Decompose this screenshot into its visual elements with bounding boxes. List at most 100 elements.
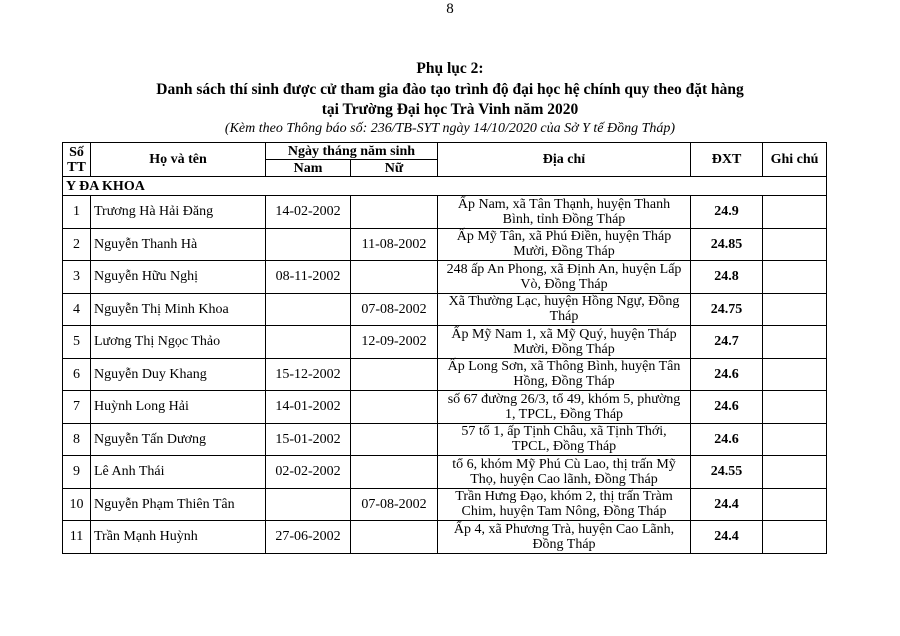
appendix-title: Phụ lục 2: bbox=[416, 60, 484, 77]
document-title-line2: tại Trường Đại học Trà Vinh năm 2020 bbox=[321, 101, 579, 118]
cell-dxt: 24.7 bbox=[690, 325, 763, 359]
cell-name: Lương Thị Ngọc Thảo bbox=[90, 325, 266, 359]
cell-name: Nguyễn Tấn Dương bbox=[90, 422, 266, 456]
cell-dob-female: 07-08-2002 bbox=[350, 292, 438, 326]
cell-address: Ấp Nam, xã Tân Thạnh, huyện Thanh Bình, … bbox=[437, 195, 691, 229]
cell-note bbox=[762, 390, 827, 424]
cell-stt: 11 bbox=[62, 520, 91, 554]
cell-note bbox=[762, 325, 827, 359]
cell-dob-male: 27-06-2002 bbox=[265, 520, 351, 554]
header-note: Ghi chú bbox=[762, 142, 827, 177]
cell-address: Xã Thường Lạc, huyện Hồng Ngự, Đồng Tháp bbox=[437, 292, 691, 326]
cell-address: Trần Hưng Đạo, khóm 2, thị trấn Tràm Chi… bbox=[437, 487, 691, 521]
cell-stt: 10 bbox=[62, 487, 91, 521]
cell-dob-female bbox=[350, 455, 438, 489]
cell-name: Nguyễn Duy Khang bbox=[90, 357, 266, 391]
cell-dob-male: 14-02-2002 bbox=[265, 195, 351, 229]
header-dxt: ĐXT bbox=[690, 142, 763, 177]
cell-dxt: 24.75 bbox=[690, 292, 763, 326]
cell-dxt: 24.6 bbox=[690, 390, 763, 424]
table-row: 8 Nguyễn Tấn Dương 15-01-2002 57 tổ 1, ấp T… bbox=[62, 422, 827, 456]
cell-dob-male bbox=[265, 487, 351, 521]
cell-name: Nguyễn Thanh Hà bbox=[90, 227, 266, 261]
cell-name: Nguyễn Hữu Nghị bbox=[90, 260, 266, 294]
cell-dob-male: 02-02-2002 bbox=[265, 455, 351, 489]
table-row: 11 Trần Mạnh Huỳnh 27-06-2002 Ấp 4, xã Phươ… bbox=[62, 520, 827, 554]
cell-note bbox=[762, 227, 827, 261]
cell-dob-male: 15-12-2002 bbox=[265, 357, 351, 391]
cell-address: 248 ấp An Phong, xã Định An, huyện Lấp V… bbox=[437, 260, 691, 294]
cell-dxt: 24.4 bbox=[690, 487, 763, 521]
cell-dob-male: 08-11-2002 bbox=[265, 260, 351, 294]
cell-dxt: 24.55 bbox=[690, 455, 763, 489]
cell-stt: 8 bbox=[62, 422, 91, 456]
cell-name: Trương Hà Hải Đăng bbox=[90, 195, 266, 229]
cell-dxt: 24.6 bbox=[690, 422, 763, 456]
table-row: 4 Nguyễn Thị Minh Khoa 07-08-2002 Xã Thường… bbox=[62, 292, 827, 326]
table-row: 10 Nguyễn Phạm Thiên Tân 07-08-2002 Trần Hư… bbox=[62, 487, 827, 521]
cell-dob-female: 12-09-2002 bbox=[350, 325, 438, 359]
page-number: 8 bbox=[446, 1, 454, 17]
header-address: Địa chỉ bbox=[437, 142, 691, 177]
section-heading: Y ĐA KHOA bbox=[62, 176, 827, 196]
cell-stt: 2 bbox=[62, 227, 91, 261]
cell-address: Ấp Mỹ Nam 1, xã Mỹ Quý, huyện Tháp Mười,… bbox=[437, 325, 691, 359]
cell-dxt: 24.9 bbox=[690, 195, 763, 229]
cell-stt: 4 bbox=[62, 292, 91, 326]
cell-note bbox=[762, 422, 827, 456]
cell-stt: 1 bbox=[62, 195, 91, 229]
cell-dxt: 24.6 bbox=[690, 357, 763, 391]
cell-note bbox=[762, 292, 827, 326]
table-row: 9 Lê Anh Thái 02-02-2002 tổ 6, khóm Mỹ Phú … bbox=[62, 455, 827, 489]
cell-dob-male bbox=[265, 227, 351, 261]
cell-name: Trần Mạnh Huỳnh bbox=[90, 520, 266, 554]
cell-dxt: 24.85 bbox=[690, 227, 763, 261]
cell-stt: 6 bbox=[62, 357, 91, 391]
table-row: 7 Huỳnh Long Hải 14-01-2002 số 67 đường 26/… bbox=[62, 390, 827, 424]
cell-name: Huỳnh Long Hải bbox=[90, 390, 266, 424]
cell-dob-male bbox=[265, 292, 351, 326]
cell-dob-male bbox=[265, 325, 351, 359]
table-row: 6 Nguyễn Duy Khang 15-12-2002 Ấp Long Sơn, … bbox=[62, 357, 827, 391]
document-title: Danh sách thí sinh được cử tham gia đào … bbox=[156, 81, 744, 98]
cell-address: 57 tổ 1, ấp Tịnh Châu, xã Tịnh Thới, TPC… bbox=[437, 422, 691, 456]
cell-dob-female: 07-08-2002 bbox=[350, 487, 438, 521]
cell-stt: 9 bbox=[62, 455, 91, 489]
header-dob: Ngày tháng năm sinh bbox=[265, 142, 438, 160]
table-row: 1 Trương Hà Hải Đăng 14-02-2002 Ấp Nam, xã … bbox=[62, 195, 827, 229]
cell-name: Lê Anh Thái bbox=[90, 455, 266, 489]
cell-name: Nguyễn Phạm Thiên Tân bbox=[90, 487, 266, 521]
cell-dob-female bbox=[350, 390, 438, 424]
header-name: Họ và tên bbox=[90, 142, 266, 177]
cell-address: tổ 6, khóm Mỹ Phú Cù Lao, thị trấn Mỹ Th… bbox=[437, 455, 691, 489]
cell-dob-female bbox=[350, 422, 438, 456]
cell-note bbox=[762, 487, 827, 521]
table-row: 5 Lương Thị Ngọc Thảo 12-09-2002 Ấp Mỹ Nam … bbox=[62, 325, 827, 359]
cell-dob-female bbox=[350, 260, 438, 294]
cell-note bbox=[762, 520, 827, 554]
cell-dob-female bbox=[350, 357, 438, 391]
cell-address: Ấp 4, xã Phương Trà, huyện Cao Lãnh, Đồn… bbox=[437, 520, 691, 554]
cell-stt: 7 bbox=[62, 390, 91, 424]
cell-address: Ấp Long Sơn, xã Thông Bình, huyện Tân Hồ… bbox=[437, 357, 691, 391]
cell-dxt: 24.4 bbox=[690, 520, 763, 554]
cell-dxt: 24.8 bbox=[690, 260, 763, 294]
cell-dob-female: 11-08-2002 bbox=[350, 227, 438, 261]
cell-dob-female bbox=[350, 195, 438, 229]
document-subtitle: (Kèm theo Thông báo số: 236/TB-SYT ngày … bbox=[224, 121, 676, 136]
header-male: Nam bbox=[265, 159, 351, 177]
cell-stt: 5 bbox=[62, 325, 91, 359]
cell-stt: 3 bbox=[62, 260, 91, 294]
cell-address: số 67 đường 26/3, tổ 49, khóm 5, phường … bbox=[437, 390, 691, 424]
cell-note bbox=[762, 357, 827, 391]
cell-note bbox=[762, 455, 827, 489]
cell-address: Ấp Mỹ Tân, xã Phú Điền, huyện Tháp Mười,… bbox=[437, 227, 691, 261]
cell-name: Nguyễn Thị Minh Khoa bbox=[90, 292, 266, 326]
cell-note bbox=[762, 195, 827, 229]
candidate-table: Số TT Họ và tên Ngày tháng năm sinh Địa … bbox=[62, 142, 827, 554]
table-row: 2 Nguyễn Thanh Hà 11-08-2002 Ấp Mỹ Tân, xã … bbox=[62, 227, 827, 261]
cell-note bbox=[762, 260, 827, 294]
cell-dob-male: 14-01-2002 bbox=[265, 390, 351, 424]
table-row: 3 Nguyễn Hữu Nghị 08-11-2002 248 ấp An Phon… bbox=[62, 260, 827, 294]
